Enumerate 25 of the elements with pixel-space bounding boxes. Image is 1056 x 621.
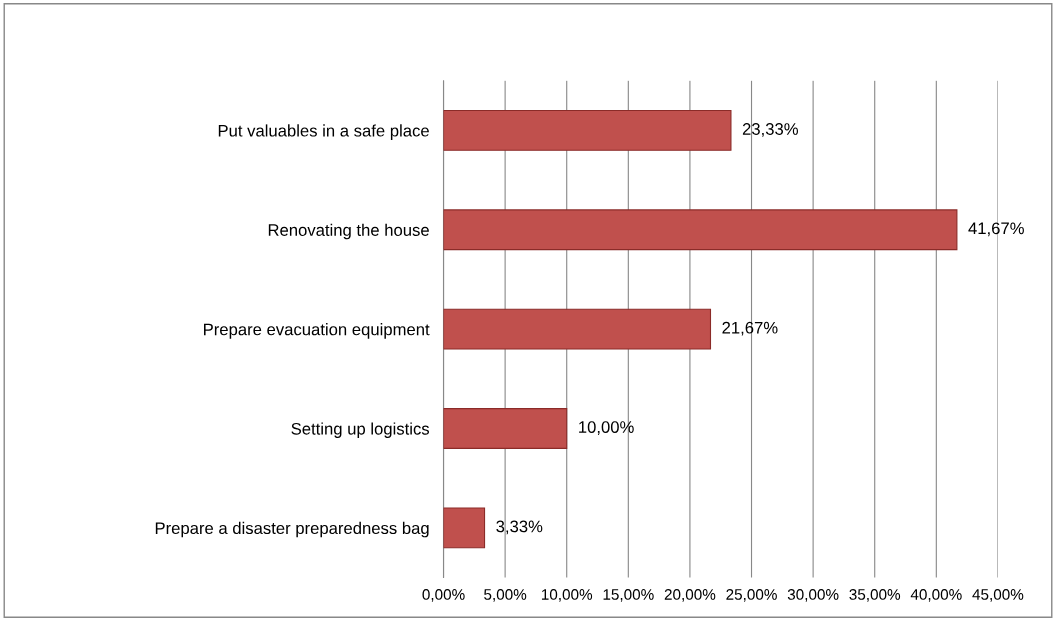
bar — [443, 408, 568, 449]
y-tick-label: Renovating the house — [268, 223, 429, 240]
bar — [443, 209, 958, 251]
x-tick-label: 35,00% — [849, 589, 901, 602]
data-label: 10,00% — [579, 421, 634, 435]
x-tick-label: 5,00% — [484, 589, 527, 602]
bar — [443, 109, 732, 151]
data-label: 21,67% — [722, 321, 778, 336]
x-tick-label: 15,00% — [603, 589, 654, 602]
x-tick-label: 45,00% — [972, 589, 1024, 602]
data-label: 23,33% — [742, 123, 798, 137]
x-tick-label: 30,00% — [787, 589, 839, 602]
y-tick-label: Put valuables in a safe place — [218, 124, 429, 140]
bar — [443, 507, 486, 549]
x-tick-label: 25,00% — [726, 589, 777, 602]
y-tick-label: Setting up logistics — [291, 422, 430, 438]
x-tick-label: 40,00% — [910, 589, 962, 602]
bar — [443, 308, 712, 350]
y-tick-label: Prepare evacuation equipment — [204, 323, 430, 339]
x-tick-label: 20,00% — [664, 589, 716, 602]
y-tick-label: Prepare a disaster preparedness bag — [155, 521, 429, 538]
data-label: 41,67% — [968, 222, 1024, 237]
x-tick-label: 0,00% — [422, 589, 465, 602]
x-tick-label: 10,00% — [541, 589, 593, 602]
data-label: 3,33% — [496, 520, 543, 535]
